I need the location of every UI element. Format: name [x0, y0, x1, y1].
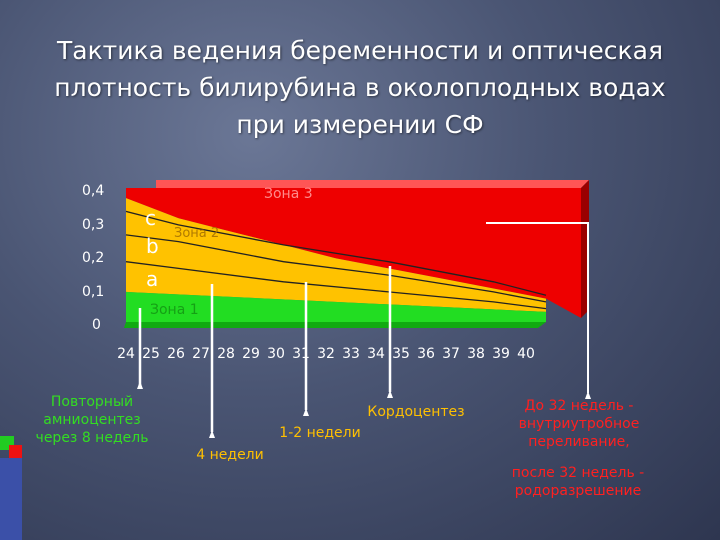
pointer-arrow-4	[387, 390, 393, 398]
x-tick-label: 25	[142, 346, 160, 362]
callout-line: после 32 недель -	[511, 465, 645, 481]
page-title: Тактика ведения беременности и оптическа…	[20, 32, 700, 143]
corner-bar-blue	[0, 458, 22, 540]
callout-repeat-amniocentesis: Повторный амниоцентез через 8 недель	[24, 393, 160, 447]
y-tick-label: 0,4	[82, 183, 105, 199]
line-a	[125, 261, 547, 310]
callout-line: родоразрешение	[514, 483, 642, 499]
callout-cordocentesis: Кордоцентез	[352, 403, 480, 421]
callout-line: 4 недели	[196, 447, 264, 463]
title-line-2: плотность билирубина в околоплодных вода…	[54, 73, 666, 102]
x-tick-label: 35	[392, 346, 410, 362]
pointer-line-5	[486, 222, 589, 393]
pointer-arrow-3	[303, 408, 309, 416]
line-c-label: c	[145, 206, 156, 230]
x-tick-label: 28	[217, 346, 235, 362]
x-tick-label: 26	[167, 346, 185, 362]
y-tick-label: 0,1	[82, 284, 105, 300]
y-tick-label: 0,2	[82, 250, 105, 266]
title-line-3: при измерении СФ	[236, 110, 484, 139]
x-tick-label: 27	[192, 346, 210, 362]
zone-1-area	[126, 291, 546, 322]
callout-1-2-weeks: 1-2 недели	[268, 424, 372, 442]
line-a-label: a	[146, 267, 158, 291]
y-tick-label: 0,3	[82, 217, 105, 233]
zone-3-area	[126, 188, 581, 318]
line-b-label: b	[146, 234, 159, 258]
callout-delivery: после 32 недель - родоразрешение	[490, 464, 666, 500]
x-tick-label: 30	[267, 346, 285, 362]
x-tick-label: 40	[517, 346, 535, 362]
callout-line: Кордоцентез	[367, 404, 465, 420]
x-tick-label: 33	[342, 346, 360, 362]
x-tick-label: 37	[442, 346, 460, 362]
callout-line: переливание,	[528, 434, 630, 450]
x-tick-label: 36	[417, 346, 435, 362]
x-tick-label: 32	[317, 346, 335, 362]
callout-line: внутриутробное	[518, 416, 640, 432]
y-tick-label: 0	[92, 317, 101, 333]
corner-square-red	[9, 445, 22, 458]
callout-line: амниоцентез	[43, 412, 141, 428]
callout-4-weeks: 4 недели	[185, 446, 275, 464]
zone-3-label: Зона 3	[264, 186, 313, 202]
x-tick-label: 34	[367, 346, 385, 362]
pointer-arrow-2	[209, 430, 215, 438]
callout-transfusion: До 32 недель - внутриутробное переливани…	[496, 397, 662, 451]
pointer-arrow-5	[585, 391, 591, 399]
x-tick-label: 38	[467, 346, 485, 362]
x-tick-label: 39	[492, 346, 510, 362]
zone-1-front-face	[124, 322, 546, 328]
callout-line: До 32 недель -	[524, 398, 634, 414]
line-b	[125, 234, 547, 303]
x-tick-label: 29	[242, 346, 260, 362]
pointer-arrow-1	[137, 381, 143, 389]
title-line-1: Тактика ведения беременности и оптическа…	[56, 36, 663, 65]
x-tick-label: 24	[117, 346, 135, 362]
callout-line: через 8 недель	[35, 430, 149, 446]
zone-2-label: Зона 2	[174, 226, 219, 241]
zone-3-top-face	[156, 180, 589, 188]
callout-line: Повторный	[50, 394, 134, 410]
zone-1-label: Зона 1	[150, 302, 199, 318]
line-c	[125, 210, 547, 296]
callout-line: 1-2 недели	[279, 425, 361, 441]
